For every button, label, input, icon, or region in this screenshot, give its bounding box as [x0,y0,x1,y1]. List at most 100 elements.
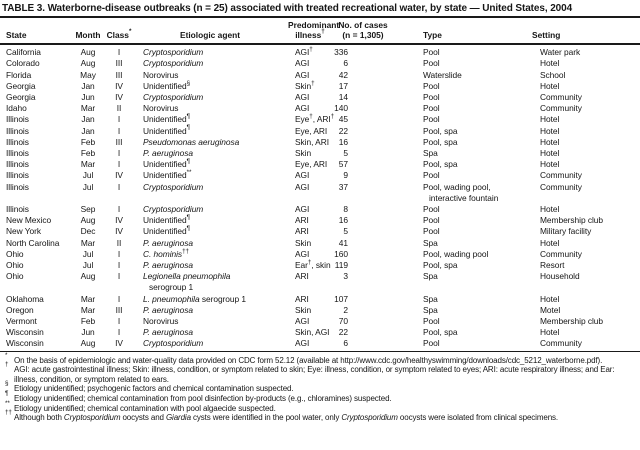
cell-setting: Community [540,248,582,259]
agent-continuation-line: serogroup 1 [149,282,194,293]
cell-state: Illinois [6,159,29,170]
cell-cases: 41 [338,237,348,248]
cell-type: Pool, wading pool [423,248,489,259]
cell-class: III [115,58,123,69]
cell-class: IV [115,80,123,91]
illness-header-line2: illness† [288,29,332,41]
cell-etiologic-agent: Unidentified¶ [143,157,190,170]
cell-setting: Hotel [540,136,560,147]
cell-cases: 160 [334,248,348,259]
cell-setting: Hotel [540,58,560,69]
table-row: Ohio Jul I C. hominis†† AGI 160 Pool, wading p… [0,248,640,260]
table-row: Ohio Aug I Legionella pneumophila serogroup … [0,271,640,293]
footnote-text: Etiology unidentified; psychogenic facto… [14,384,294,394]
cell-illness: AGI [295,316,310,327]
cell-month: Jul [82,260,94,271]
footnote-reference-marker: † [311,79,315,87]
cell-illness: AGI [295,58,310,69]
cell-illness: AGI [295,248,310,259]
cell-setting: Military facility [540,226,592,237]
cell-etiologic-agent: C. hominis†† [132,248,288,260]
cell-cases: 119 [334,260,348,271]
scientific-name: Cryptosporidium [143,58,204,69]
cell-setting: Hotel [540,114,560,125]
footnote-reference-marker: † [309,45,313,53]
footnote: * On the basis of epidemiologic and water… [5,351,603,365]
cell-month: Mar [80,103,96,114]
cell-class: I [117,248,121,259]
cell-cases: 6 [332,338,394,352]
cell-illness: AGI [295,204,310,215]
table-row: Wisconsin Jun I P. aeruginosa Skin, AGI 22 Poo… [0,327,640,338]
cell-type: Pool [423,215,440,226]
cell-class: IV [115,215,123,226]
cell-cases: 45 [338,114,348,125]
footnote: †† Although both Cryptosporidium oocysts … [5,409,559,423]
cell-state: Illinois [6,114,29,125]
cell-illness: Skin [295,237,312,248]
footnote-reference-marker: ¶ [186,225,190,233]
cell-cases: 16 [338,215,348,226]
cell-class: III [115,69,123,80]
cell-type: Spa [423,148,438,159]
cell-illness: AGI [295,181,310,192]
cell-month: Jun [81,327,95,338]
cell-illness: ARI [295,226,309,237]
cell-etiologic-agent: Legionella pneumophila serogroup 1 [132,271,288,293]
cell-etiologic-agent: Cryptosporidium [132,204,288,215]
cell-illness: Skin, ARI [295,136,329,147]
table-row: Colorado Aug III Cryptosporidium AGI 6 Pool Hot… [0,58,640,69]
cases-header-line2: (n = 1,305) [342,29,384,40]
cell-etiologic-agent: Unidentified** [143,169,192,181]
cell-setting: Motel [540,304,561,315]
scientific-name: Cryptosporidium [143,181,204,192]
cell-cases: 16 [338,136,348,147]
table-row: Vermont Feb I Norovirus AGI 70 Pool Membership … [0,316,640,327]
cell-cases: 17 [338,80,348,91]
cell-illness: AGI† [295,45,313,58]
cell-illness: AGI [295,103,310,114]
col-header-setting: Setting [528,18,640,46]
cell-type: Pool, spa [423,327,458,338]
cases-header-line1: No. of cases [338,20,388,30]
cell-month: Aug [80,271,96,282]
footnote-reference-marker: ¶ [186,157,190,165]
col-header-predominant-illness: Predominant illness† [288,18,339,46]
footnotes: * On the basis of epidemiologic and water… [0,352,640,423]
cell-setting: Resort [540,260,565,271]
cell-type: Pool [423,170,440,181]
table-header: State Month Class* Etiologic agent Predo… [0,18,640,46]
cell-class: I [117,327,121,338]
col-header-class: Class* [106,18,132,46]
cell-month: Feb [80,136,96,147]
scientific-name: Cryptosporidium [143,338,204,349]
cell-cases: 70 [338,316,348,327]
cell-month: Aug [70,338,106,352]
cell-illness: AGI [295,92,310,102]
cell-etiologic-agent: L. pneumophila serogroup 1 [143,293,247,304]
cell-illness: AGI [295,69,310,80]
cell-setting: Hotel [540,293,560,304]
cell-month: May [80,69,96,80]
cell-etiologic-agent: Unidentified¶ [143,225,190,237]
cell-type: Pool [423,114,440,125]
cell-setting: Membership club [540,316,604,327]
footnote: § Etiology unidentified; psychogenic fact… [5,380,294,394]
cell-etiologic-agent: Unidentified¶ [143,124,190,136]
cell-state: Colorado [6,58,40,69]
cell-setting: Community [540,92,582,102]
cell-month: Dec [80,226,96,237]
scientific-name: Giardia [165,413,191,423]
cell-class: I [117,125,121,136]
cell-setting: Hotel [540,204,560,215]
table-row: Oklahoma Mar I L. pneumophila serogroup 1 AR… [0,294,640,305]
footnote-text: On the basis of epidemiologic and water-… [14,355,603,365]
footnote-reference-marker: ** [186,169,192,177]
col-header-state: State [0,18,70,46]
cell-class: IV [106,338,132,352]
scientific-name: Cryptosporidium [63,413,121,423]
table-row: Ohio Jul I P. aeruginosa Ear†, skin 119 Pool, … [0,259,640,271]
cell-state: Ohio [6,271,24,282]
header-row: State Month Class* Etiologic agent Predo… [0,18,640,46]
cell-cases: 22 [338,327,348,338]
